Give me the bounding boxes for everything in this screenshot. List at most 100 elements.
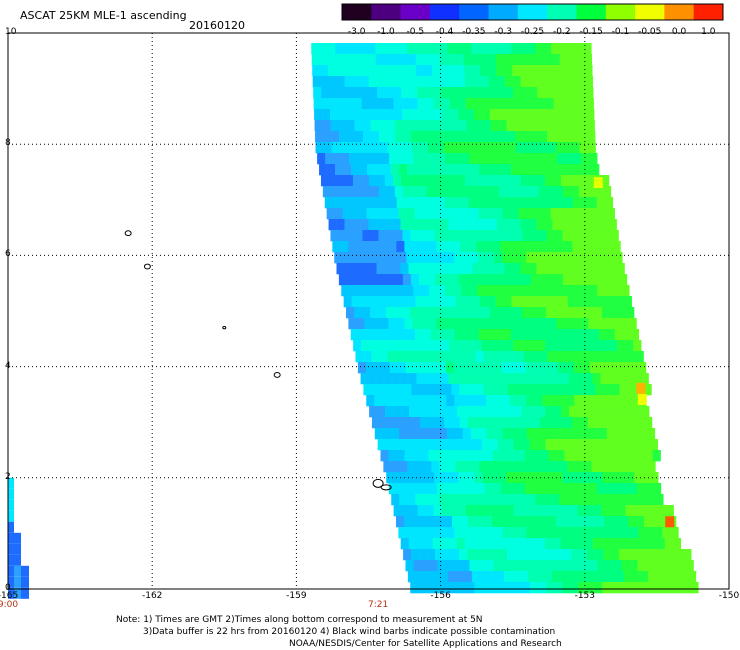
colorbar-segment	[342, 4, 372, 20]
wind-cell	[393, 340, 402, 352]
wind-cell	[638, 527, 647, 539]
wind-cell	[408, 263, 417, 275]
wind-cell	[505, 98, 514, 110]
wind-cell	[377, 340, 386, 352]
wind-cell	[468, 450, 477, 462]
wind-cell	[596, 197, 606, 209]
wind-cell	[377, 439, 386, 451]
wind-cell	[561, 406, 570, 418]
wind-cell	[380, 241, 389, 253]
wind-cell	[581, 153, 590, 165]
wind-cell	[672, 538, 682, 550]
wind-cell	[512, 373, 521, 385]
wind-cell	[354, 274, 364, 286]
wind-cell	[622, 527, 631, 539]
wind-cell	[523, 549, 532, 561]
wind-cell	[453, 362, 463, 374]
wind-cell	[635, 516, 645, 528]
wind-cell	[350, 252, 359, 264]
wind-cell	[625, 340, 634, 352]
wind-cell	[439, 43, 448, 55]
wind-cell	[532, 241, 541, 253]
wind-cell	[606, 527, 615, 539]
wind-cell	[426, 472, 435, 484]
wind-cell	[418, 582, 427, 594]
wind-cell	[587, 417, 597, 429]
wind-cell	[443, 384, 452, 396]
wind-cell	[353, 340, 362, 352]
wind-cell	[536, 219, 545, 231]
wind-cell	[517, 285, 526, 297]
wind-cell	[494, 395, 503, 407]
wind-cell	[463, 461, 472, 473]
island-outline	[222, 325, 227, 330]
wind-cell	[543, 494, 552, 506]
wind-cell	[592, 219, 601, 231]
wind-cell	[682, 582, 691, 594]
wind-cell	[523, 131, 532, 143]
wind-cell	[471, 54, 481, 66]
wind-cell	[496, 373, 505, 385]
island-outline	[143, 263, 151, 270]
wind-cell	[522, 307, 531, 319]
wind-cell	[411, 549, 420, 561]
time-label: 7:21	[368, 600, 389, 610]
wind-cell	[519, 164, 528, 176]
wind-cell	[510, 329, 520, 341]
wind-cell	[584, 538, 594, 550]
wind-cell	[354, 307, 363, 319]
wind-cell	[630, 329, 640, 341]
wind-cell	[631, 494, 640, 506]
wind-cell	[427, 351, 436, 363]
wind-cell	[501, 362, 511, 374]
wind-cell	[547, 417, 557, 429]
wind-cell	[658, 582, 667, 594]
wind-cell	[403, 142, 412, 154]
wind-cell	[14, 510, 21, 522]
wind-cell	[355, 351, 364, 363]
wind-cell	[399, 54, 409, 66]
wind-cell	[427, 516, 437, 528]
wind-cell	[627, 384, 636, 396]
wind-cell	[521, 87, 530, 99]
wind-cell	[539, 384, 548, 396]
wind-cell	[417, 340, 426, 352]
wind-cell	[506, 307, 515, 319]
wind-cell	[352, 175, 362, 187]
wind-cell	[553, 439, 562, 451]
wind-cell	[586, 472, 595, 484]
wind-cell	[440, 373, 449, 385]
wind-cell	[479, 494, 488, 506]
wind-cell	[480, 76, 489, 88]
wind-cell	[534, 527, 543, 539]
wind-cell	[403, 417, 413, 429]
wind-cell	[555, 131, 564, 143]
wind-cell	[352, 65, 361, 77]
colorbar-segment	[693, 4, 724, 20]
wind-cell	[625, 439, 634, 451]
wind-cell	[586, 186, 596, 198]
wind-cell	[337, 98, 346, 110]
wind-cell	[345, 87, 354, 99]
wind-cell	[579, 549, 588, 561]
wind-cell	[378, 109, 387, 121]
wind-cell	[491, 131, 500, 143]
colorbar-label: -0.5	[406, 27, 425, 37]
wind-cell	[410, 109, 419, 121]
wind-cell	[463, 164, 472, 176]
wind-cell	[583, 494, 592, 506]
wind-cell	[531, 417, 541, 429]
wind-cell	[442, 186, 452, 198]
wind-cell	[535, 296, 544, 308]
wind-cell	[429, 285, 438, 297]
wind-cell	[346, 109, 355, 121]
wind-cell	[451, 142, 460, 154]
wind-cell	[388, 241, 397, 253]
wind-cell	[578, 186, 588, 198]
wind-cell	[627, 417, 637, 429]
wind-cell	[431, 296, 440, 308]
wind-cell	[481, 87, 490, 99]
wind-cell	[390, 329, 400, 341]
wind-cell	[500, 318, 509, 330]
colorbar-segment	[576, 4, 607, 20]
